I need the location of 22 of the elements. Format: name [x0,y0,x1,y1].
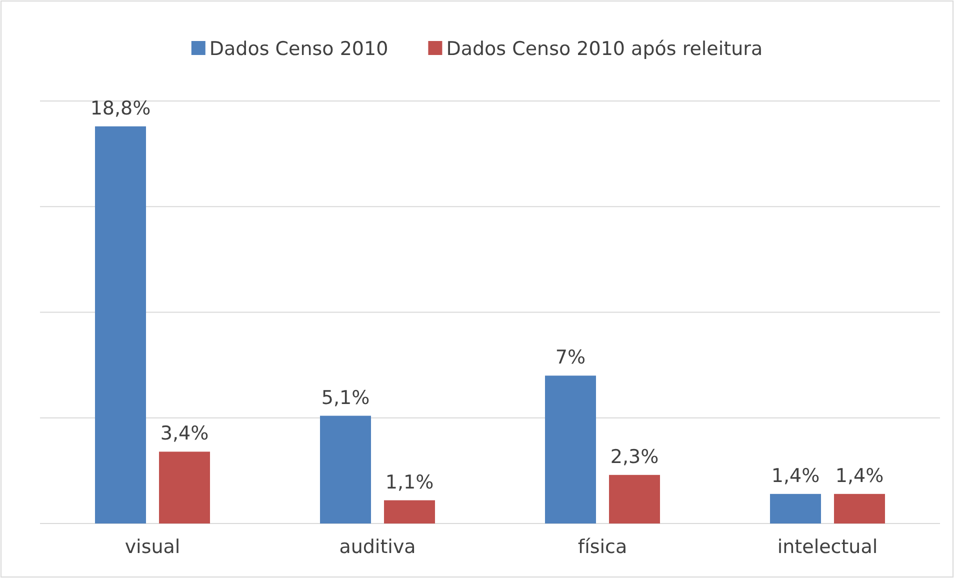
bar [159,452,210,524]
data-label: 3,4% [160,422,209,445]
bar [384,500,435,524]
bar [95,126,146,524]
x-tick-label: visual [124,536,180,558]
bar [545,376,596,524]
bar [770,494,821,524]
bar [320,416,371,524]
x-tick-label: intelectual [777,536,878,558]
legend-label: Dados Censo 2010 [209,38,388,60]
legend-label: Dados Censo 2010 após releitura [446,38,763,60]
data-label: 1,1% [385,471,434,494]
data-label: 5,1% [321,386,370,409]
data-label: 7% [555,346,586,369]
x-tick-label: auditiva [339,536,416,558]
data-label: 18,8% [90,97,151,120]
data-label: 2,3% [610,446,659,468]
x-tick-label: física [578,536,628,558]
data-label: 1,4% [771,464,820,487]
data-label: 1,4% [835,464,884,487]
bar [609,474,660,524]
bar [834,494,885,524]
